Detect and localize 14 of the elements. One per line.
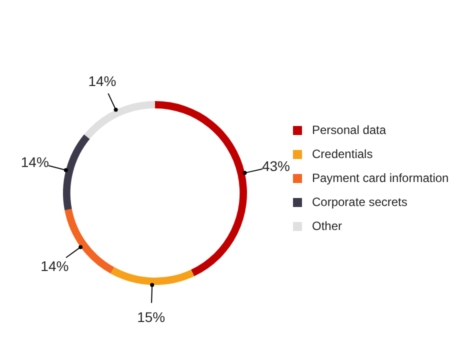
data-label: 14%	[88, 72, 116, 89]
data-label: 43%	[262, 158, 290, 174]
legend-label: Other	[312, 219, 342, 233]
legend-label: Personal data	[312, 123, 386, 137]
data-label: 15%	[137, 308, 166, 325]
data-label: 14%	[20, 154, 49, 170]
donut-slice	[84, 101, 155, 140]
donut-slice	[155, 101, 247, 276]
legend-label: Payment card information	[312, 171, 449, 185]
legend-label: Corporate secrets	[312, 195, 408, 209]
donut-slice	[63, 134, 90, 210]
legend-label: Credentials	[312, 147, 373, 161]
donut-slice	[110, 267, 194, 285]
data-label: 14%	[40, 258, 69, 274]
